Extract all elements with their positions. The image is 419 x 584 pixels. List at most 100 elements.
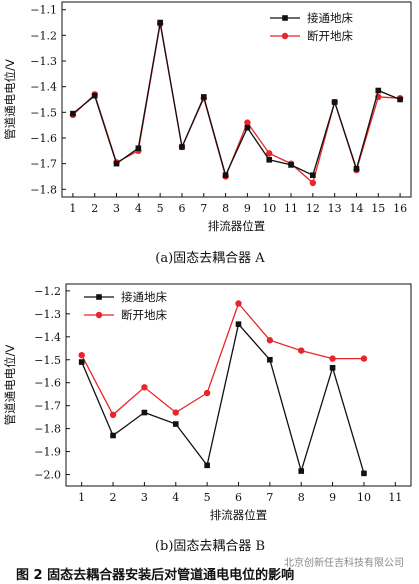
x-tick-label: 7	[200, 202, 207, 215]
x-tick-label: 1	[78, 491, 85, 504]
series-line	[81, 302, 364, 416]
series-line	[72, 22, 401, 178]
data-point	[204, 462, 210, 469]
x-tick-label: 2	[91, 202, 98, 215]
figure-caption: 图 2 固态去耦合器安装后对管道通电电位的影响	[16, 567, 294, 583]
data-point	[329, 364, 336, 371]
y-tick-label: −1.7	[34, 400, 61, 413]
data-point	[360, 355, 368, 362]
watermark: 北京创新任吉科技有限公司	[284, 556, 404, 569]
x-axis-label: 排流器位置	[210, 508, 268, 522]
series-disconnected	[78, 300, 368, 419]
data-point	[298, 347, 305, 354]
data-point	[78, 351, 85, 359]
data-point	[266, 337, 274, 344]
data-point	[179, 144, 185, 150]
x-tick-label: 6	[235, 491, 242, 504]
y-tick-label: −1.8	[34, 423, 61, 436]
y-tick-label: −1.8	[30, 183, 57, 196]
chart-panel-a: −1.1−1.2−1.3−1.4−1.5−1.6−1.7−1.81 2 3 4 5 6 7 8…	[3, 1, 412, 233]
data-point	[78, 359, 85, 365]
data-point	[397, 96, 403, 103]
x-tick-label: 1	[69, 202, 76, 215]
y-tick-label: −1.2	[34, 285, 61, 298]
x-tick-label: 8	[298, 491, 305, 504]
x-tick-label: 12	[306, 202, 320, 215]
data-point	[266, 156, 273, 163]
data-point	[375, 87, 382, 94]
y-tick-label: −1.6	[34, 377, 61, 390]
x-tick-label: 7	[266, 491, 273, 504]
x-tick-label: 5	[157, 202, 164, 215]
series-connected	[70, 19, 403, 178]
subtitle-b: (b)固态去耦合器 B	[155, 539, 265, 554]
data-point	[141, 409, 148, 416]
x-tick-label: 14	[349, 202, 363, 215]
y-tick-label: −1.3	[30, 55, 57, 68]
y-axis-label: 管道通电电位/V	[3, 59, 17, 140]
data-point	[172, 421, 179, 427]
y-tick-label: −1.4	[34, 331, 61, 344]
data-point	[109, 411, 117, 419]
data-point	[113, 160, 120, 167]
x-tick-label: 4	[172, 491, 179, 504]
x-axis-label: 排流器位置	[208, 219, 266, 233]
y-tick-label: −1.5	[34, 354, 61, 367]
legend-label: 断开地床	[121, 308, 167, 322]
x-tick-label: 13	[328, 202, 342, 215]
legend-label: 接通地床	[307, 11, 353, 25]
data-point	[70, 110, 76, 117]
x-tick-label: 9	[329, 491, 336, 504]
series-connected	[78, 321, 367, 477]
legend-marker	[282, 15, 288, 21]
x-tick-label: 10	[357, 491, 371, 504]
subtitle-a: (a)固态去耦合器 A	[155, 251, 265, 266]
data-point	[309, 179, 317, 187]
y-tick-label: −1.6	[30, 132, 57, 145]
data-point	[353, 165, 360, 172]
x-tick-label: 16	[393, 202, 407, 215]
y-axis-label: 管道通电电位/V	[3, 345, 17, 426]
data-point	[235, 321, 242, 327]
x-tick-label: 2	[110, 491, 117, 504]
legend-marker	[96, 294, 102, 300]
data-point	[235, 300, 242, 307]
data-point	[203, 389, 211, 397]
y-tick-label: −2.0	[34, 469, 61, 482]
data-point	[110, 432, 116, 439]
data-point	[361, 470, 367, 477]
data-point	[135, 145, 142, 152]
data-point	[298, 468, 305, 474]
series-line	[81, 322, 365, 474]
data-point	[288, 162, 294, 168]
y-tick-label: −1.9	[34, 446, 61, 459]
x-tick-label: 3	[141, 491, 148, 504]
data-point	[172, 409, 179, 416]
y-tick-label: −1.2	[30, 29, 57, 42]
legend-label: 断开地床	[307, 29, 353, 43]
data-point	[331, 99, 338, 105]
data-point	[329, 355, 336, 362]
y-tick-label: −1.7	[30, 158, 57, 171]
x-tick-label: 9	[244, 202, 251, 215]
x-tick-label: 3	[113, 202, 120, 215]
x-tick-label: 11	[388, 491, 402, 504]
x-tick-label: 4	[135, 202, 142, 215]
x-tick-label: 5	[204, 491, 211, 504]
x-tick-label: 6	[178, 202, 185, 215]
data-point	[244, 119, 251, 126]
x-tick-label: 11	[284, 202, 298, 215]
data-point	[244, 124, 251, 131]
data-point	[91, 92, 98, 99]
data-point	[200, 94, 207, 100]
x-tick-label: 10	[262, 202, 276, 215]
x-tick-label: 8	[222, 202, 229, 215]
y-tick-label: −1.5	[30, 106, 57, 119]
y-tick-label: −1.3	[34, 308, 61, 321]
data-point	[141, 384, 148, 391]
y-tick-label: −1.1	[30, 4, 57, 17]
data-point	[267, 356, 273, 363]
